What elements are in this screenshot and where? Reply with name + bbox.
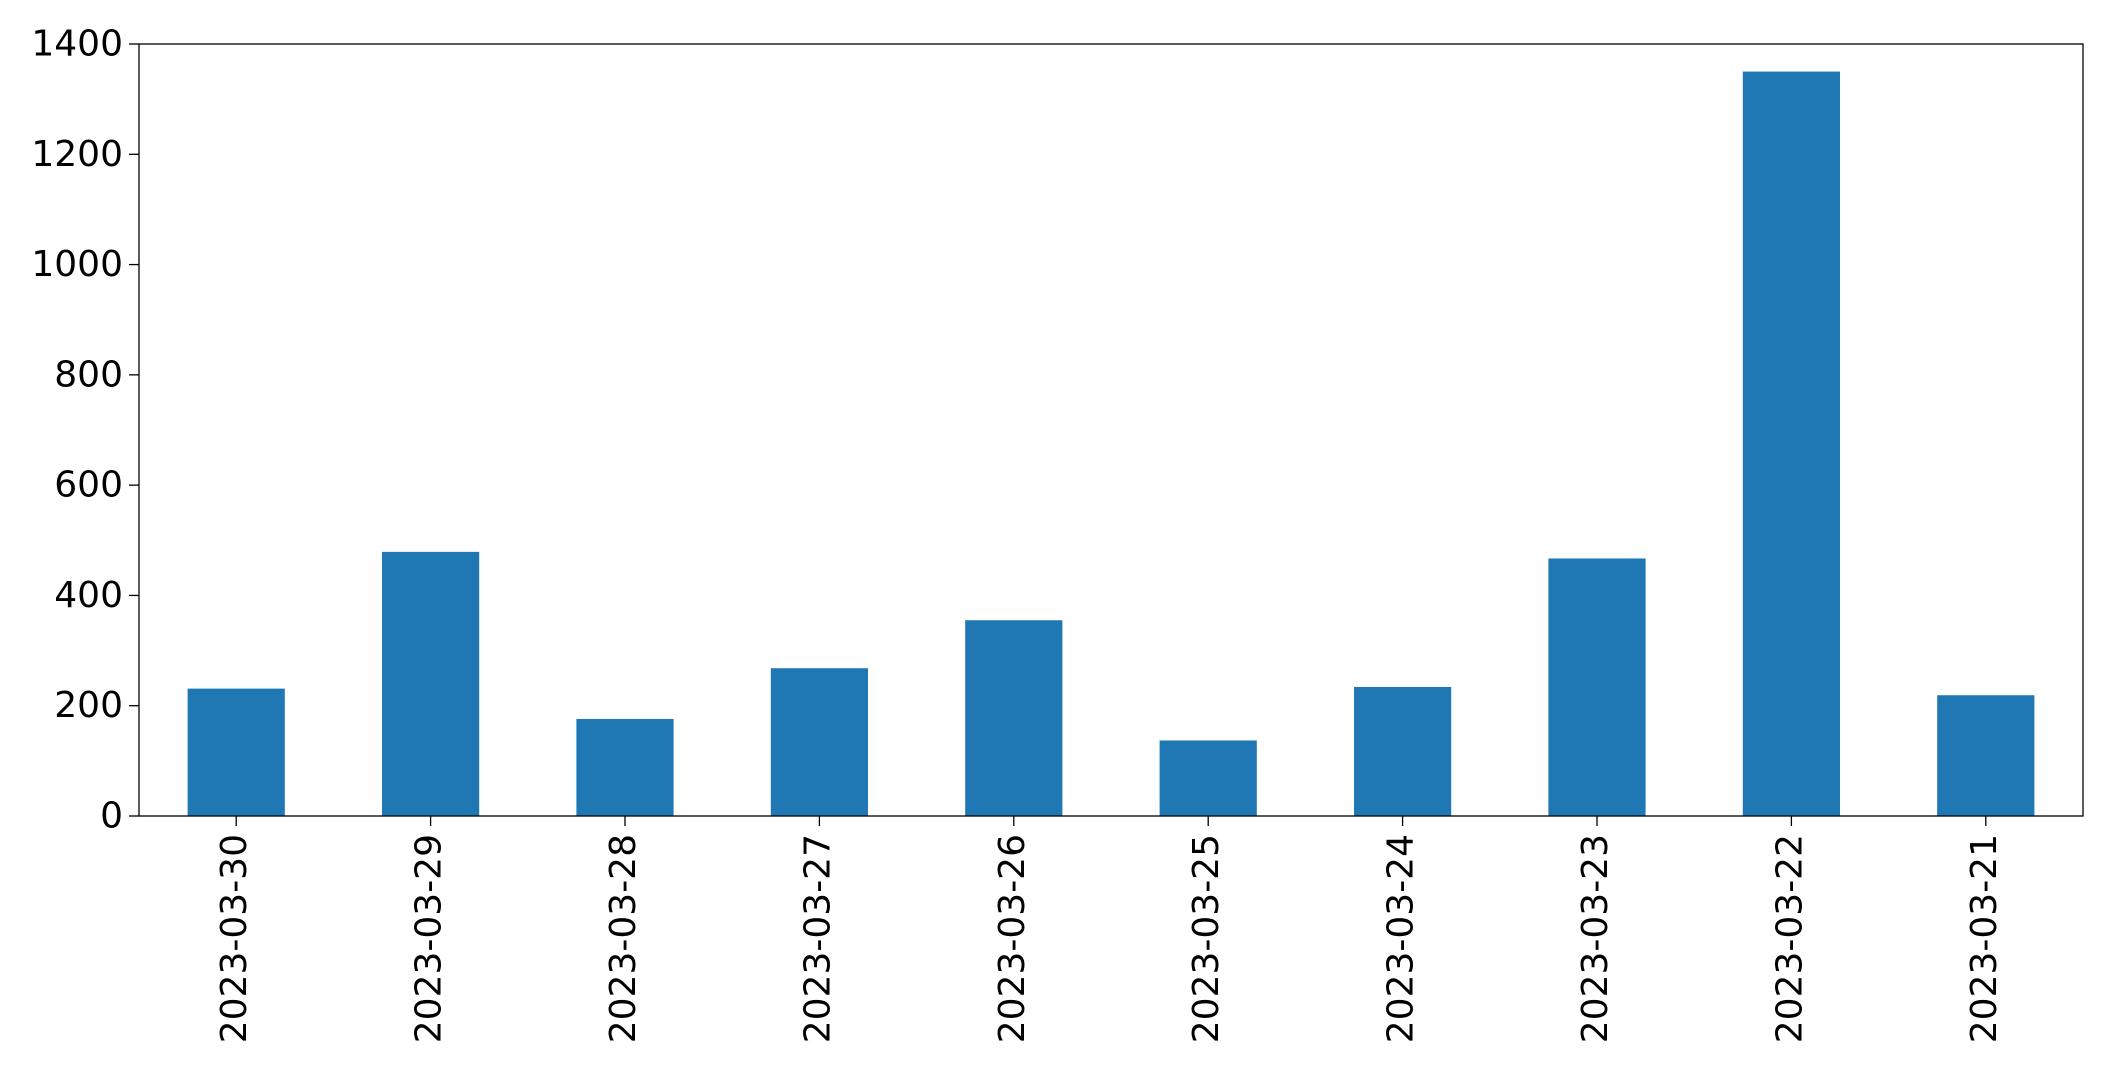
bar-2023-03-22 xyxy=(1742,71,1840,817)
y-tick-label: 1400 xyxy=(31,24,123,65)
bars-layer xyxy=(187,71,2035,817)
bar-2023-03-26 xyxy=(965,620,1063,816)
y-tick-label: 1000 xyxy=(31,244,123,285)
y-axis: 0 200 400 600 800 1000 1200 1400 xyxy=(31,24,139,837)
bar-2023-03-30 xyxy=(187,688,285,816)
x-axis: 2023-03-30 2023-03-29 2023-03-28 2023-03-27… xyxy=(214,816,2005,1043)
y-tick-label: 400 xyxy=(54,575,123,616)
plot-frame xyxy=(138,43,2084,817)
bar-2023-03-27 xyxy=(770,668,868,816)
y-tick-label: 800 xyxy=(54,354,123,395)
y-tick-label: 600 xyxy=(54,465,123,506)
bar-2023-03-28 xyxy=(576,718,674,816)
bar-2023-03-25 xyxy=(1159,740,1257,816)
x-tick-label: 2023-03-27 xyxy=(797,834,838,1043)
x-tick-label: 2023-03-25 xyxy=(1186,834,1227,1043)
x-tick-label: 2023-03-21 xyxy=(1964,834,2005,1043)
y-tick-label: 0 xyxy=(100,796,123,837)
x-tick-label: 2023-03-29 xyxy=(409,834,450,1043)
x-tick-label: 2023-03-24 xyxy=(1381,834,1422,1043)
bar-2023-03-23 xyxy=(1548,558,1646,816)
bar-2023-03-24 xyxy=(1354,686,1452,816)
x-tick-label: 2023-03-28 xyxy=(603,834,644,1043)
y-tick-label: 1200 xyxy=(31,134,123,175)
bar-2023-03-29 xyxy=(382,551,480,816)
bar-2023-03-21 xyxy=(1937,695,2035,816)
y-tick-label: 200 xyxy=(54,685,123,726)
x-tick-label: 2023-03-30 xyxy=(214,834,255,1043)
x-tick-label: 2023-03-26 xyxy=(992,834,1033,1043)
x-tick-label: 2023-03-22 xyxy=(1769,834,1810,1043)
x-tick-label: 2023-03-23 xyxy=(1575,834,1616,1043)
